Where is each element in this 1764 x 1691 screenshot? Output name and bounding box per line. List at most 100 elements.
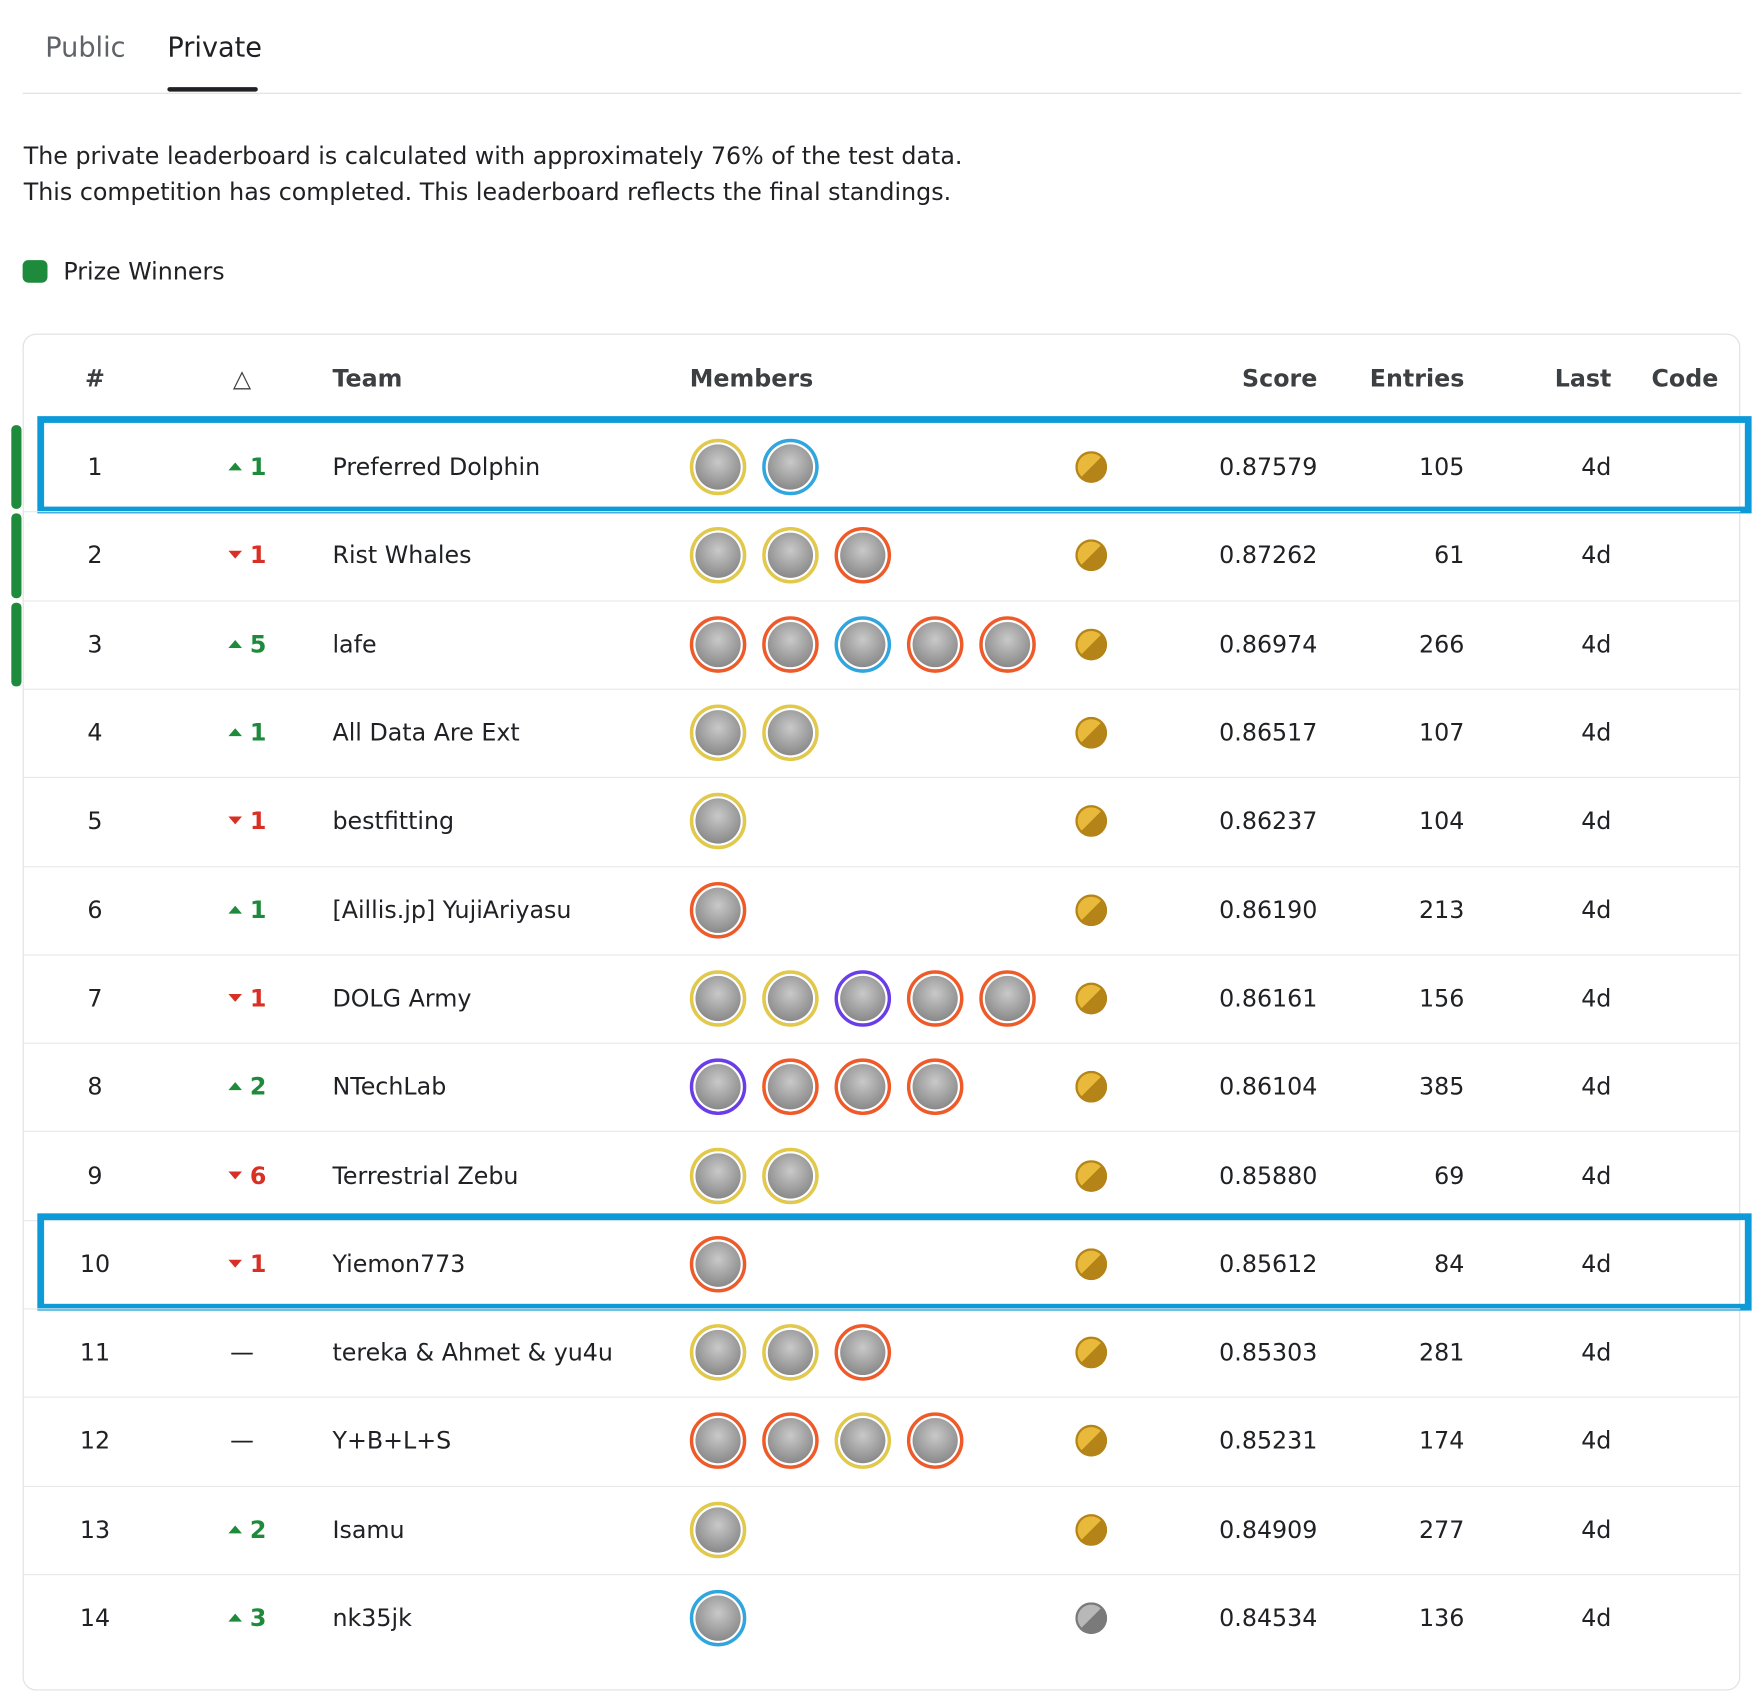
last-submission: 4d [1581,630,1612,658]
entries: 281 [1419,1339,1465,1367]
change-arrow [228,1170,242,1179]
member-avatar[interactable] [689,1589,747,1647]
team-name[interactable]: tereka & Ahmet & yu4u [332,1339,613,1367]
team-name[interactable]: bestfitting [332,807,455,835]
column-header[interactable]: Team [332,365,403,393]
team-name[interactable]: All Data Are Ext [332,719,520,747]
member-avatar[interactable] [689,1501,747,1558]
member-avatar[interactable] [762,438,819,496]
member-avatar[interactable] [979,616,1036,673]
member-avatar[interactable] [762,1324,819,1381]
member-avatar[interactable] [834,970,892,1027]
score: 0.86237 [1219,807,1318,835]
row-divider [23,777,1741,779]
change-arrow [228,1259,242,1268]
member-avatar[interactable] [979,970,1036,1027]
change-arrow [228,728,242,737]
member-avatar[interactable] [906,616,964,673]
team-name[interactable]: NTechLab [332,1073,447,1101]
rank-change: 6 [249,1161,267,1190]
member-avatar[interactable] [762,1412,819,1470]
column-header[interactable]: # [85,365,105,393]
medal [1075,716,1108,749]
rank: 10 [79,1250,111,1278]
medal [1075,1071,1108,1103]
member-avatar[interactable] [834,527,892,584]
team-name[interactable]: Terrestrial Zebu [332,1161,519,1190]
entries: 385 [1419,1073,1465,1101]
last-submission: 4d [1581,542,1612,570]
team-name[interactable]: lafe [332,630,377,658]
member-avatar[interactable] [689,1235,747,1293]
team-name[interactable]: [Aillis.jp] YujiAriyasu [332,896,572,924]
medal [1075,1159,1108,1192]
tab[interactable]: Private [167,31,262,64]
rank-change: 1 [249,542,267,570]
team-name[interactable]: DOLG Army [332,984,472,1012]
team-name[interactable]: nk35jk [332,1604,412,1632]
medal [1075,628,1108,661]
prize-bar [11,602,22,687]
member-avatar[interactable] [689,438,747,496]
last-submission: 4d [1581,1427,1612,1455]
rank-change: 1 [249,807,267,835]
row-divider [23,1396,1741,1399]
medal [1075,1248,1108,1280]
member-avatar[interactable] [834,1324,892,1381]
score: 0.85880 [1219,1161,1318,1190]
member-avatar[interactable] [689,1147,747,1204]
entries: 156 [1419,984,1465,1012]
member-avatar[interactable] [906,970,964,1027]
member-avatar[interactable] [762,970,819,1027]
last-submission: 4d [1581,807,1612,835]
team-name[interactable]: Y+B+L+S [332,1427,452,1455]
member-avatar[interactable] [762,1058,819,1116]
member-avatar[interactable] [689,793,747,850]
team-name[interactable]: Preferred Dolphin [332,453,541,481]
entries: 107 [1419,719,1465,747]
score: 0.86974 [1219,630,1318,658]
member-avatar[interactable] [762,616,819,673]
member-avatar[interactable] [689,1058,747,1116]
member-avatar[interactable] [834,616,892,673]
column-header[interactable]: Last [1554,365,1612,393]
last-submission: 4d [1581,1339,1612,1367]
change-arrow [228,905,242,914]
change-arrow [228,1082,242,1091]
member-avatar[interactable] [834,1058,892,1116]
member-avatar[interactable] [906,1058,964,1116]
change-arrow [228,639,242,648]
column-header[interactable]: Score [1242,365,1318,393]
column-header[interactable]: Members [689,365,814,393]
change-arrow [228,551,242,560]
row-divider [23,511,1741,513]
column-header[interactable]: Entries [1369,365,1465,393]
tab[interactable]: Public [45,31,126,64]
rank: 7 [87,984,103,1012]
member-avatar[interactable] [689,1324,747,1381]
member-avatar[interactable] [689,881,747,939]
member-avatar[interactable] [689,970,747,1027]
column-header[interactable]: △ [232,365,252,393]
score: 0.85303 [1219,1339,1318,1367]
entries: 213 [1419,896,1465,924]
member-avatar[interactable] [689,1412,747,1470]
team-name[interactable]: Isamu [332,1516,405,1544]
last-submission: 4d [1581,896,1612,924]
medal [1075,1425,1108,1457]
member-avatar[interactable] [834,1412,892,1470]
member-avatar[interactable] [762,1147,819,1204]
row-divider [23,1485,1741,1487]
member-avatar[interactable] [689,704,747,762]
rank: 6 [87,896,103,924]
member-avatar[interactable] [762,527,819,584]
score: 0.86104 [1219,1073,1318,1101]
column-header[interactable]: Code [1651,365,1719,393]
team-name[interactable]: Rist Whales [332,542,472,570]
member-avatar[interactable] [906,1412,964,1470]
member-avatar[interactable] [689,616,747,673]
member-avatar[interactable] [689,527,747,584]
rank-change: — [230,1427,254,1455]
team-name[interactable]: Yiemon773 [332,1250,466,1278]
member-avatar[interactable] [762,704,819,762]
